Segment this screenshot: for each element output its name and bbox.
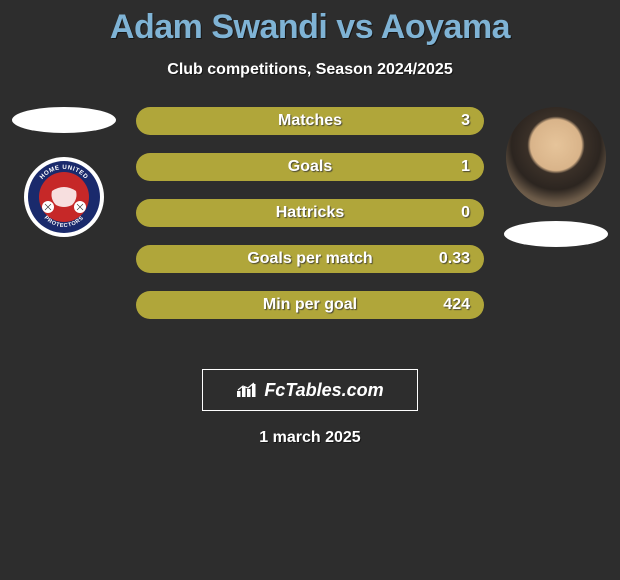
left-player-placeholder bbox=[12, 107, 116, 133]
stat-label: Min per goal bbox=[263, 296, 357, 314]
stat-label: Hattricks bbox=[276, 204, 344, 222]
stat-bar: Goals 1 bbox=[136, 153, 484, 181]
right-club-placeholder bbox=[504, 221, 608, 247]
right-player-photo bbox=[506, 107, 606, 207]
bar-chart-icon bbox=[236, 381, 258, 399]
stat-value: 3 bbox=[461, 112, 470, 130]
subtitle: Club competitions, Season 2024/2025 bbox=[0, 61, 620, 79]
stat-bar: Goals per match 0.33 bbox=[136, 245, 484, 273]
stat-bar: Matches 3 bbox=[136, 107, 484, 135]
left-club-badge: HOME UNITED PROTECTORS bbox=[22, 155, 106, 239]
stat-label: Goals bbox=[288, 158, 332, 176]
page-title: Adam Swandi vs Aoyama bbox=[0, 0, 620, 47]
comparison-panel: HOME UNITED PROTECTORS Matches 3 Goals 1 Hat… bbox=[0, 107, 620, 347]
stat-value: 0 bbox=[461, 204, 470, 222]
snapshot-date: 1 march 2025 bbox=[0, 429, 620, 447]
stat-bars: Matches 3 Goals 1 Hattricks 0 Goals per match 0… bbox=[136, 107, 484, 319]
stat-label: Matches bbox=[278, 112, 342, 130]
home-united-badge-icon: HOME UNITED PROTECTORS bbox=[22, 155, 106, 239]
stat-bar: Hattricks 0 bbox=[136, 199, 484, 227]
stat-value: 0.33 bbox=[439, 250, 470, 268]
left-player-column: HOME UNITED PROTECTORS bbox=[8, 107, 120, 239]
brand-text: FcTables.com bbox=[264, 380, 383, 401]
stat-value: 1 bbox=[461, 158, 470, 176]
stat-bar: Min per goal 424 bbox=[136, 291, 484, 319]
stat-label: Goals per match bbox=[247, 250, 372, 268]
stat-value: 424 bbox=[443, 296, 470, 314]
right-player-column bbox=[500, 107, 612, 247]
brand-box[interactable]: FcTables.com bbox=[202, 369, 418, 411]
